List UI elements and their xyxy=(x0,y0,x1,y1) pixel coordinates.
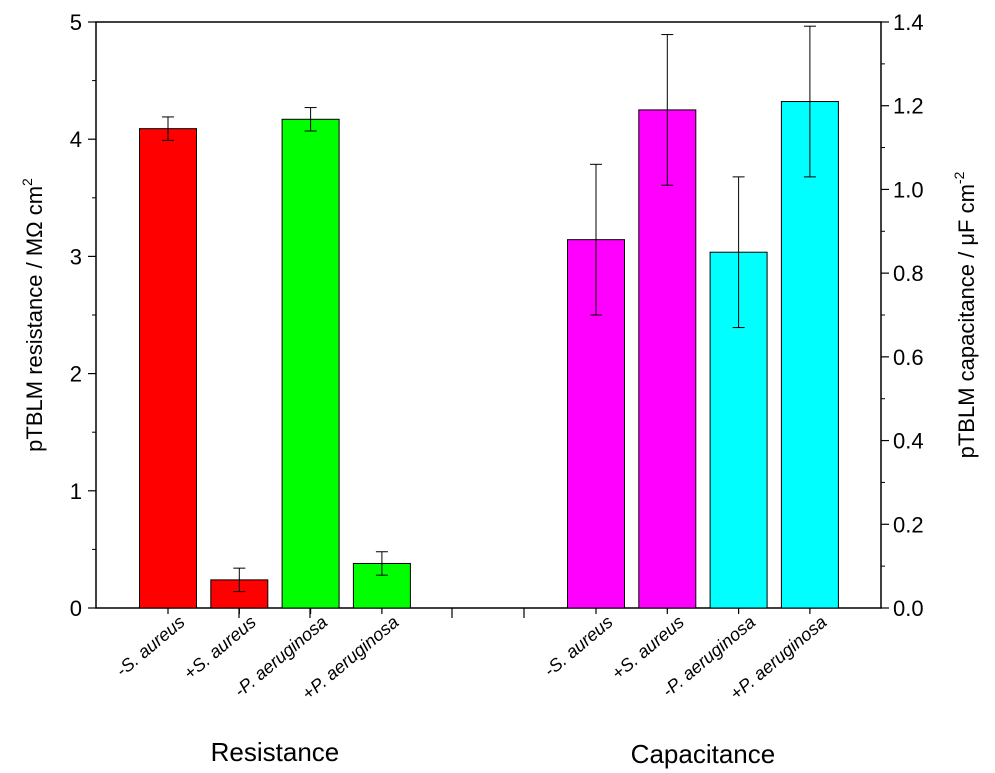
bar xyxy=(139,128,197,609)
y-right-tick-label: 0.8 xyxy=(893,261,924,286)
category-label: -S. aureus xyxy=(112,612,188,681)
y-right-axis-title: pTBLM capacitance / μF cm-2 xyxy=(951,171,979,458)
y-right-tick-label: 0.0 xyxy=(893,596,924,621)
y-left-tick-label: 2 xyxy=(70,362,82,387)
category-label: -S. aureus xyxy=(540,612,616,681)
y-right-tick-label: 0.4 xyxy=(893,429,924,454)
group-label: Capacitance xyxy=(631,739,776,769)
bars-layer xyxy=(139,25,839,609)
bar xyxy=(638,109,697,609)
y-left-tick-label: 4 xyxy=(70,127,82,152)
y-right-tick-label: 1.2 xyxy=(893,94,924,119)
axes-layer xyxy=(88,21,889,618)
y-left-tick-label: 3 xyxy=(70,244,82,269)
y-left-tick-label: 1 xyxy=(70,479,82,504)
bar xyxy=(780,101,839,609)
bar xyxy=(281,118,340,609)
y-left-axis-title: pTBLM resistance / MΩ cm2 xyxy=(19,178,47,452)
y-left-tick-label: 5 xyxy=(70,10,82,35)
y-right-tick-label: 0.2 xyxy=(893,512,924,537)
y-right-tick-label: 1.0 xyxy=(893,177,924,202)
y-right-tick-label: 0.6 xyxy=(893,345,924,370)
y-right-tick-label: 1.4 xyxy=(893,10,924,35)
y-left-tick-label: 0 xyxy=(70,596,82,621)
group-label: Resistance xyxy=(211,737,340,767)
